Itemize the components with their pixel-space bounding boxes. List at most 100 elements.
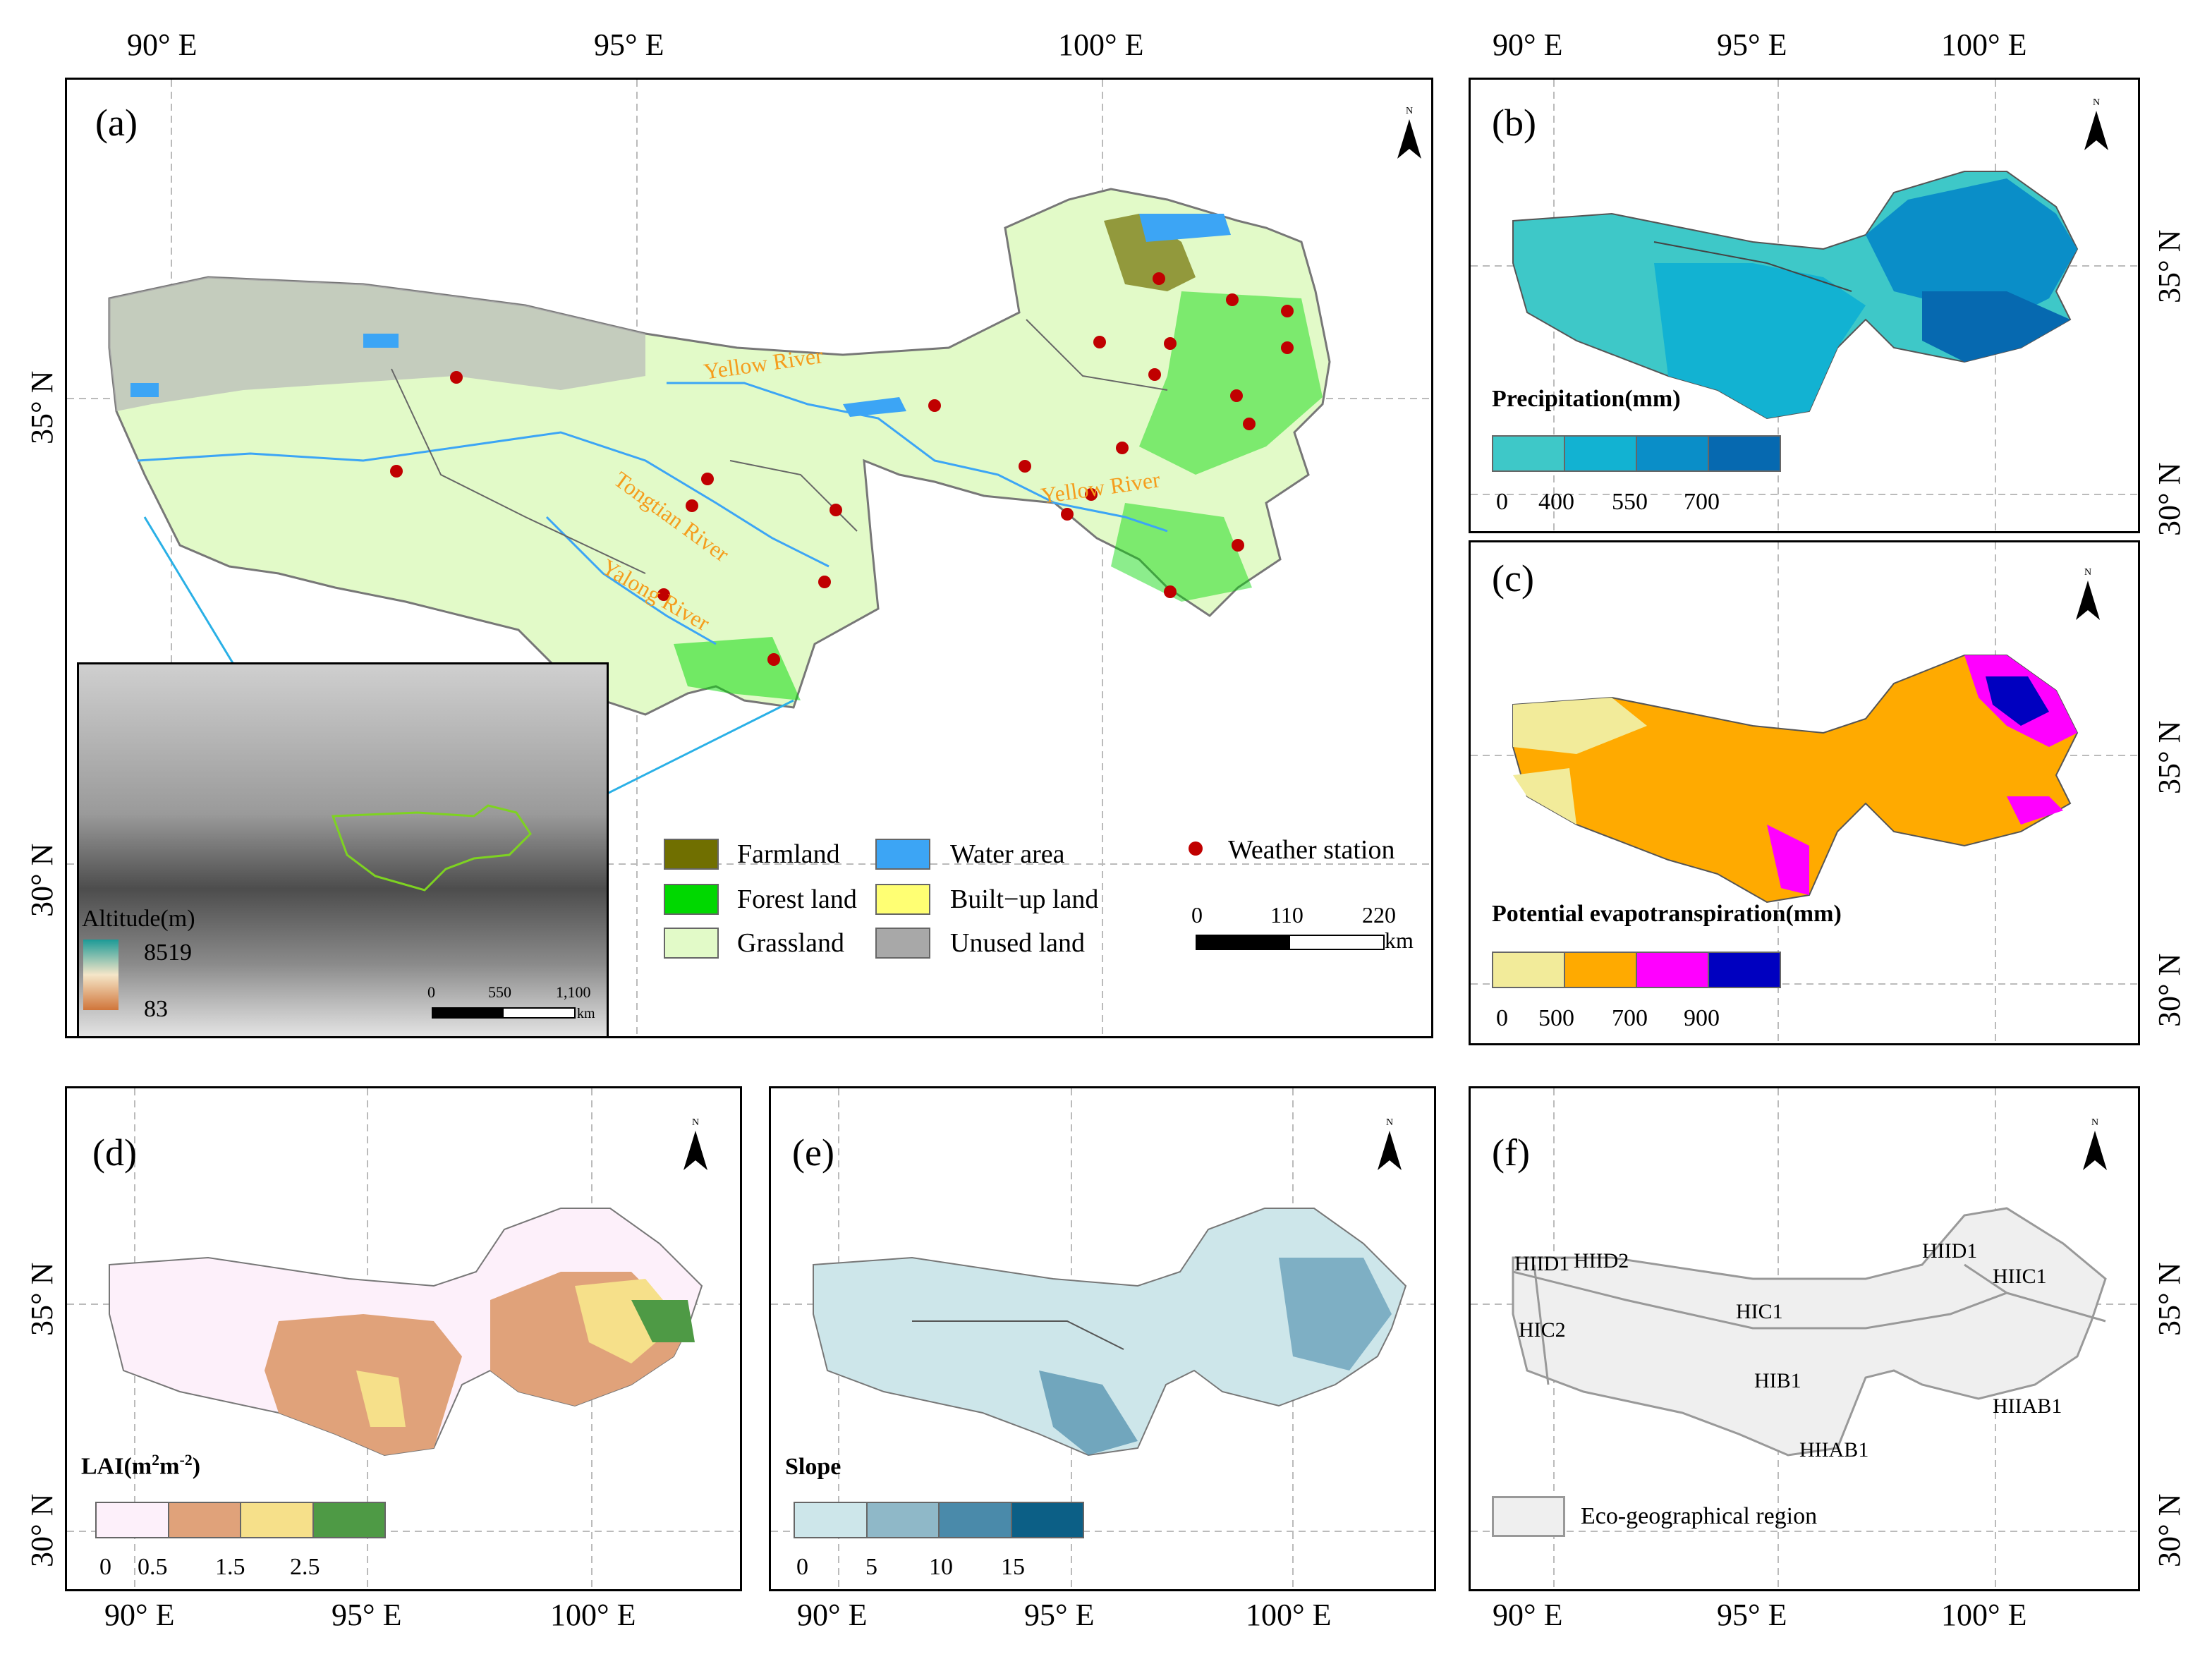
lat-label-30-d: 30° N [25,1493,59,1567]
panel-c-label: (c) [1492,557,1534,600]
station-12 [1085,488,1098,501]
lon-label-100-a: 100° E [1058,28,1144,62]
panel-d-lai-map: (d) N LAI(m2m-2) 0 0.5 1.5 2.5 [65,1086,742,1591]
slope-tick-5: 5 [865,1554,877,1580]
lake-ngoring [843,397,906,417]
inset-scale-unit: km [577,1006,595,1021]
lat-label-35-d: 35° N [25,1262,59,1336]
panel-f-label: (f) [1492,1131,1530,1174]
lon-bottom-95-f: 95° E [1717,1598,1787,1632]
north-arrow-icon: N [2083,1117,2107,1170]
scale-tick-0: 0 [1191,902,1203,928]
panel-e-label: (e) [792,1131,834,1174]
lake-north [363,334,399,348]
lat-label-30-b: 30° N [2152,462,2187,536]
farmland-area [1104,214,1196,291]
lai-title-end: ) [192,1453,201,1480]
station-5 [1164,337,1177,350]
lat-label-35-a: 35° N [25,370,59,444]
region-hiid2: HIID2 [1574,1249,1629,1272]
station-9 [1243,418,1256,430]
pet-tick-900: 900 [1684,1005,1720,1031]
legend-forest-label: Forest land [737,885,857,914]
weather-station-legend-label: Weather station [1228,835,1395,865]
lai-title-main: LAI(m [81,1453,152,1480]
station-19 [701,473,714,485]
lai-raster [109,1208,703,1457]
panel-b-label: (b) [1492,102,1536,144]
slope-tick-10: 10 [929,1554,953,1580]
lon-bottom-90-e: 90° E [797,1598,868,1632]
lon-bottom-100-f: 100° E [1941,1598,2027,1632]
station-21 [830,504,842,516]
lon-bottom-95-d: 95° E [332,1598,402,1632]
ecoregion-legend-swatch [1492,1496,1565,1537]
svg-text:N: N [692,1117,699,1128]
station-23 [657,588,670,601]
station-1 [1153,272,1165,285]
station-4 [1093,336,1106,348]
altitude-colorbar [83,940,119,1010]
north-label: N [1406,106,1413,116]
lat-label-35-f: 35° N [2152,1262,2187,1336]
yellow-river-line [667,382,1168,533]
north-arrow-icon: N [2084,97,2108,150]
lai-tick-0: 0 [99,1554,111,1580]
station-11 [1019,460,1031,473]
legend-unused-swatch [875,928,930,959]
lai-tick-2-5: 2.5 [290,1554,320,1580]
lat-label-35-b: 35° N [2152,229,2187,303]
lon-label-95-b: 95° E [1717,28,1787,62]
basin-boundary-3 [1026,319,1168,391]
station-22 [818,576,831,588]
legend-farmland-swatch [664,839,719,870]
panel-a-landuse-map: (a) N [65,78,1433,1038]
altitude-min: 83 [144,996,168,1022]
station-8 [1230,389,1243,402]
precip-tick-550: 550 [1612,489,1648,515]
lon-bottom-100-e: 100° E [1246,1598,1332,1632]
lai-title-sup2: -2 [179,1451,193,1469]
lon-label-95-a: 95° E [594,28,664,62]
station-13 [1061,508,1074,521]
tongtian-river-line [137,431,830,568]
lon-bottom-90-d: 90° E [104,1598,175,1632]
legend-builtup-swatch [875,884,930,915]
ecoregion-legend-label: Eco-geographical region [1581,1503,1818,1529]
svg-text:N: N [2093,97,2100,108]
slope-raster [813,1208,1407,1457]
north-arrow-icon: N [683,1117,707,1170]
station-6 [1281,341,1294,354]
ecoregion-map [1512,1207,2107,1457]
region-hiic1: HIIC1 [1993,1265,2047,1288]
station-15 [1164,585,1177,598]
slope-tick-15: 15 [1001,1554,1025,1580]
basin-boundary-1 [391,368,646,574]
lake-qinghai [1139,214,1231,242]
lat-label-30-c: 30° N [2152,953,2187,1027]
precipitation-raster [1512,171,2079,420]
panel-f-ecoregion-map: (f) N HIID1 HIID2 HIC2 HIC1 HIB1 HIIAB1 … [1469,1086,2140,1591]
yalong-river-line [545,516,717,645]
lon-bottom-90-f: 90° E [1493,1598,1563,1632]
weather-station-legend-dot [1189,841,1203,856]
pet-tick-0: 0 [1496,1005,1508,1031]
svg-text:N: N [2084,567,2091,578]
pet-tick-500: 500 [1538,1005,1574,1031]
station-17 [450,371,463,384]
legend-water-swatch [875,839,930,870]
altitude-max: 8519 [144,940,192,966]
lon-label-90-b: 90° E [1493,28,1563,62]
panel-d-label: (d) [92,1131,137,1174]
lai-tick-0-5: 0.5 [138,1554,168,1580]
altitude-title: Altitude(m) [82,906,195,932]
station-24 [767,653,780,666]
pet-colorbar [1492,952,1781,988]
lat-label-35-c: 35° N [2152,720,2187,794]
region-hiid1-east: HIID1 [1922,1239,1978,1263]
legend-grassland-label: Grassland [737,928,844,958]
region-hiiab1-east: HIIAB1 [1993,1394,2062,1418]
pet-legend-title: Potential evapotranspiration(mm) [1492,901,1842,927]
inset-study-outline [331,804,532,892]
scale-bar [1196,935,1385,950]
